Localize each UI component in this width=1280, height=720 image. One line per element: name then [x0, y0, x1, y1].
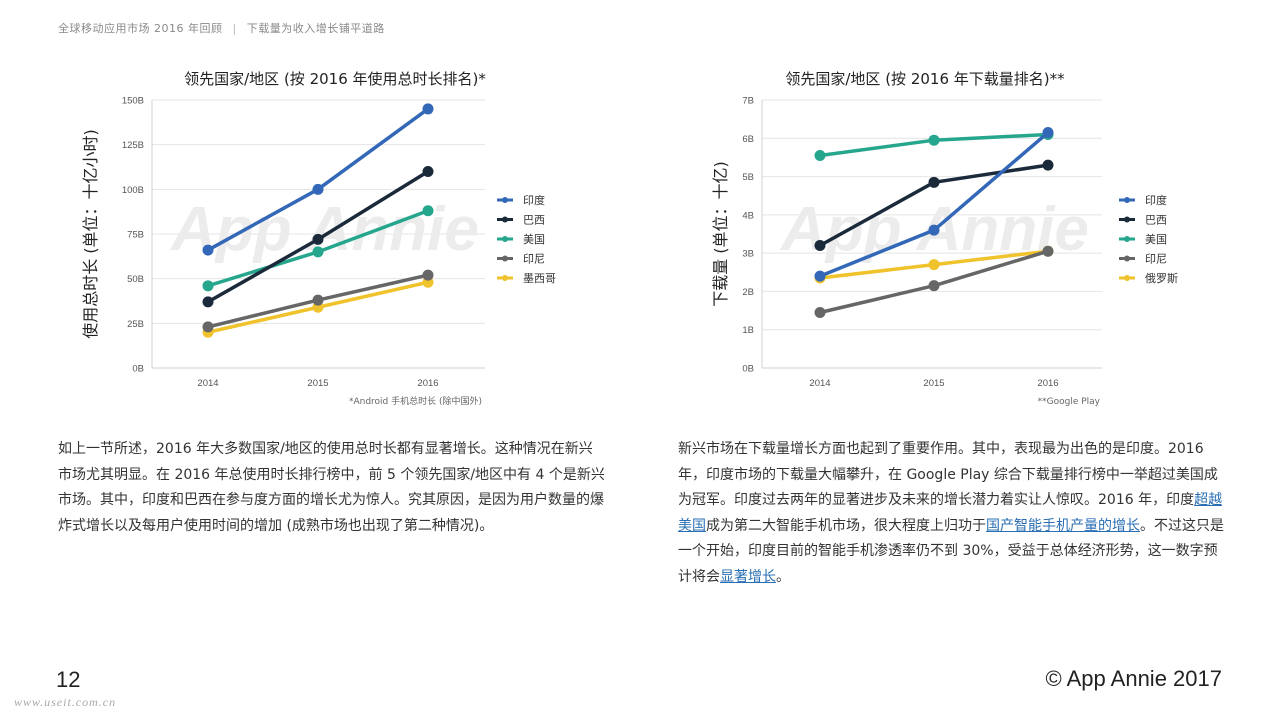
downloads-legend-label: 俄罗斯	[1145, 272, 1178, 285]
right-paragraph-text-2: 成为第二大智能手机市场，很大程度上归功于	[706, 517, 986, 534]
downloads-legend-label: 印尼	[1145, 253, 1167, 266]
usage-x-tick-label: 2016	[417, 378, 438, 389]
usage-legend-label: 巴西	[523, 214, 545, 227]
downloads-legend-marker	[1124, 216, 1130, 223]
report-title: 全球移动应用市场 2016 年回顾	[58, 22, 223, 35]
section-title: 下载量为收入增长铺平道路	[246, 22, 385, 35]
usage-data-point	[202, 321, 214, 333]
usage-watermark: App Annie	[169, 195, 479, 264]
usage-footnote: *Android 手机总时长 (除中国外)	[349, 395, 482, 407]
downloads-data-point	[814, 150, 826, 162]
usage-legend-label: 印度	[523, 193, 545, 207]
downloads-legend-marker	[1124, 236, 1130, 242]
usage-data-point	[202, 280, 214, 292]
downloads-y-tick-label: 2B	[742, 287, 754, 298]
downloads-y-tick-label: 0B	[742, 364, 754, 375]
downloads-chart-title: 领先国家/地区 (按 2016 年下载量排名)**	[785, 70, 1065, 88]
usage-y-tick-label: 50B	[127, 274, 144, 285]
site-watermark: www.useit.com.cn	[14, 695, 117, 709]
downloads-x-tick-label: 2015	[923, 378, 944, 389]
downloads-y-tick-label: 1B	[742, 325, 754, 336]
usage-legend-marker	[502, 255, 508, 262]
downloads-data-point	[814, 306, 826, 318]
downloads-legend-marker	[1124, 197, 1130, 203]
downloads-data-point	[928, 176, 940, 188]
usage-data-point	[312, 233, 324, 245]
downloads-y-tick-label: 7B	[742, 96, 754, 107]
downloads-data-point	[928, 259, 940, 271]
copyright: © App Annie 2017	[1045, 666, 1222, 691]
downloads-data-point	[814, 270, 826, 282]
downloads-y-tick-label: 4B	[742, 210, 754, 221]
downloads-legend-label: 印度	[1145, 193, 1167, 207]
downloads-legend-label: 巴西	[1145, 214, 1167, 227]
link-domestic-production[interactable]: 国产智能手机产量的增长	[986, 517, 1140, 534]
usage-data-point	[422, 165, 434, 177]
usage-data-point	[422, 205, 434, 217]
downloads-data-point	[928, 224, 940, 236]
usage-legend-label: 美国	[523, 233, 545, 246]
usage-y-axis-label: 使用总时长 (单位：十亿小时)	[81, 129, 100, 339]
usage-y-tick-label: 125B	[122, 140, 144, 151]
usage-y-tick-label: 0B	[132, 364, 144, 375]
header-separator: |	[232, 22, 237, 35]
link-surpass-us[interactable]: 超越美国	[678, 492, 1223, 534]
downloads-x-tick-label: 2016	[1037, 378, 1058, 389]
downloads-y-axis-label: 下载量 (单位：十亿)	[711, 161, 730, 307]
usage-y-tick-label: 150B	[122, 96, 144, 107]
downloads-footnote: **Google Play	[1038, 397, 1101, 407]
usage-x-tick-label: 2014	[197, 378, 218, 389]
usage-chart-title: 领先国家/地区 (按 2016 年使用总时长排名)*	[184, 70, 486, 88]
usage-legend-marker	[502, 275, 508, 281]
usage-y-tick-label: 75B	[127, 230, 144, 241]
usage-legend-marker	[502, 236, 508, 242]
page-number: 12	[56, 667, 81, 692]
usage-data-point	[422, 103, 434, 115]
downloads-x-tick-label: 2014	[809, 378, 830, 389]
usage-y-tick-label: 100B	[122, 185, 144, 196]
report-header: 全球移动应用市场 2016 年回顾 | 下载量为收入增长铺平道路	[58, 20, 385, 36]
downloads-y-tick-label: 6B	[742, 134, 754, 145]
downloads-data-point	[1042, 159, 1054, 171]
usage-data-point	[312, 294, 324, 306]
usage-legend-label: 印尼	[523, 253, 545, 266]
downloads-legend-marker	[1124, 255, 1130, 262]
link-significant-growth[interactable]: 显著增长	[720, 568, 776, 585]
right-paragraph-text-1: 新兴市场在下载量增长方面也起到了重要作用。其中，表现最为出色的是印度。2016 …	[678, 441, 1218, 508]
left-paragraph: 如上一节所述，2016 年大多数国家/地区的使用总时长都有显著增长。这种情况在新…	[58, 441, 605, 534]
usage-data-point	[202, 244, 214, 256]
downloads-y-tick-label: 3B	[742, 249, 754, 260]
usage-data-point	[422, 269, 434, 281]
usage-data-point	[312, 183, 324, 195]
usage-data-point	[202, 296, 214, 308]
right-paragraph-text-4: 。	[776, 568, 790, 585]
downloads-data-point	[1042, 245, 1054, 257]
downloads-data-point	[1042, 127, 1054, 139]
downloads-legend-marker	[1124, 275, 1130, 281]
downloads-data-point	[928, 280, 940, 292]
usage-data-point	[312, 246, 324, 258]
downloads-data-point	[814, 239, 826, 251]
usage-y-tick-label: 25B	[127, 319, 144, 330]
downloads-y-tick-label: 5B	[742, 172, 754, 183]
downloads-legend-label: 美国	[1145, 233, 1167, 246]
usage-legend-marker	[502, 216, 508, 223]
usage-legend-label: 墨西哥	[523, 272, 556, 285]
downloads-data-point	[928, 134, 940, 146]
right-paragraph: 新兴市场在下载量增长方面也起到了重要作用。其中，表现最为出色的是印度。2016 …	[678, 437, 1231, 590]
usage-legend-marker	[502, 197, 508, 203]
right-paragraph-text-3: 。不过这只是一个开始，印度目前的智能手机渗透率仍不到 30%，受益于总体经济形势…	[678, 517, 1224, 585]
usage-x-tick-label: 2015	[307, 378, 328, 389]
